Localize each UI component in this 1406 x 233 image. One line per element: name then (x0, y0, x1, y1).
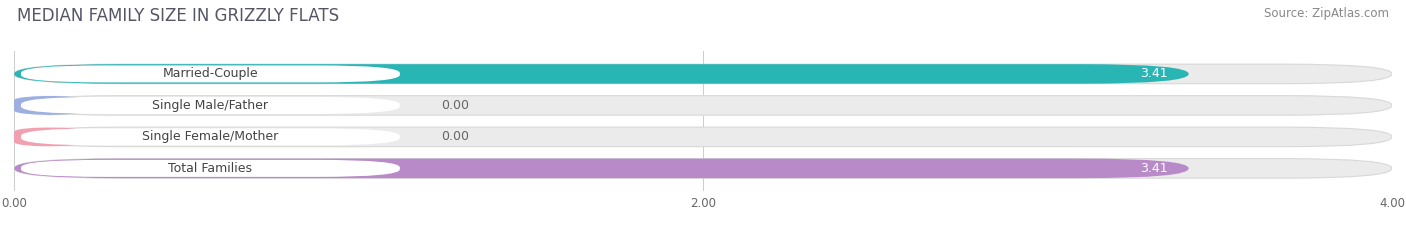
Text: 3.41: 3.41 (1140, 67, 1168, 80)
Text: Single Male/Father: Single Male/Father (152, 99, 269, 112)
FancyBboxPatch shape (21, 97, 399, 114)
FancyBboxPatch shape (14, 159, 1188, 178)
Text: 3.41: 3.41 (1140, 162, 1168, 175)
FancyBboxPatch shape (14, 159, 1392, 178)
FancyBboxPatch shape (21, 65, 399, 82)
FancyBboxPatch shape (14, 64, 1392, 84)
FancyBboxPatch shape (14, 127, 1392, 147)
FancyBboxPatch shape (14, 96, 1392, 115)
FancyBboxPatch shape (21, 160, 399, 177)
Text: Married-Couple: Married-Couple (163, 67, 259, 80)
FancyBboxPatch shape (14, 64, 1188, 84)
Text: Single Female/Mother: Single Female/Mother (142, 130, 278, 143)
Text: 0.00: 0.00 (441, 99, 470, 112)
FancyBboxPatch shape (21, 128, 399, 145)
FancyBboxPatch shape (14, 127, 84, 147)
Text: Total Families: Total Families (169, 162, 253, 175)
Text: 0.00: 0.00 (441, 130, 470, 143)
Text: Source: ZipAtlas.com: Source: ZipAtlas.com (1264, 7, 1389, 20)
Text: MEDIAN FAMILY SIZE IN GRIZZLY FLATS: MEDIAN FAMILY SIZE IN GRIZZLY FLATS (17, 7, 339, 25)
FancyBboxPatch shape (14, 96, 84, 115)
